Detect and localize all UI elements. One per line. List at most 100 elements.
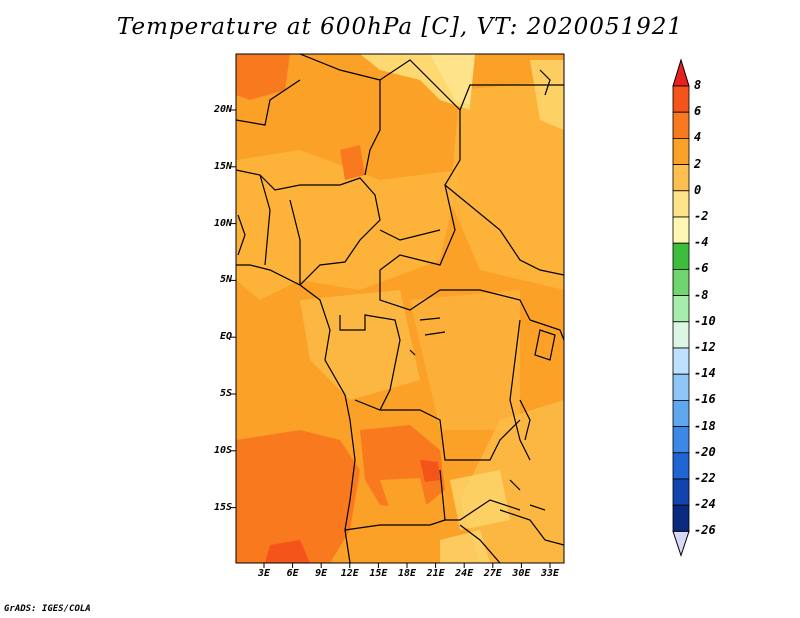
- lon-label: 12E: [340, 568, 359, 579]
- lake-mweru-bangweulu: [509, 479, 546, 511]
- colorbar-swatch: [672, 347, 690, 375]
- grads-credit: GrADS: IGES/COLA: [4, 604, 91, 614]
- colorbar-swatch: [672, 478, 690, 506]
- colorbar-label: -6: [694, 261, 709, 276]
- colorbar-bottom-arrow: [672, 530, 690, 557]
- colorbar-swatch: [672, 216, 690, 244]
- colorbar-swatch: [672, 504, 690, 532]
- field-area-cool-egypt: [530, 60, 564, 130]
- colorbar-swatch: [672, 452, 690, 480]
- field-area-warm-northwest: [236, 54, 290, 100]
- lon-label: 21E: [426, 568, 445, 579]
- colorbar-swatch: [672, 399, 690, 427]
- colorbar-top-arrow: [672, 58, 690, 87]
- temperature-field: [236, 54, 564, 563]
- lat-label: 5S: [219, 388, 232, 399]
- lon-label: 24E: [455, 568, 474, 579]
- field-area-west-africa: [236, 150, 460, 300]
- colorbar-swatch: [672, 164, 690, 192]
- field-area-warm-niger: [340, 145, 365, 180]
- togo-benin-border: [289, 199, 301, 285]
- field-area-hot-south-atlantic: [265, 540, 310, 563]
- west-central-coastline: [299, 284, 356, 563]
- sudan-north-border: [459, 84, 564, 111]
- lakes-congo: [409, 317, 446, 356]
- map-frame: [235, 53, 565, 564]
- colorbar-label: -12: [694, 340, 716, 354]
- lon-label: 3E: [257, 568, 271, 579]
- colorbar-swatch: [672, 426, 690, 454]
- field-area-hot-angola: [420, 460, 440, 482]
- colorbar-label: -14: [694, 366, 716, 381]
- burkina-ghana-border: [259, 174, 271, 266]
- colorbar-label: -4: [694, 235, 709, 250]
- colorbar-label: 4: [694, 130, 702, 145]
- lat-label: 15S: [213, 501, 232, 513]
- field-area-congo-basin: [410, 290, 520, 430]
- lat-label: EQ: [219, 331, 232, 343]
- lon-label: 27E: [483, 568, 502, 579]
- angola-zambia-border: [439, 469, 521, 521]
- gabon-congo-border: [339, 314, 401, 411]
- mali-mauritania-border: [236, 79, 301, 126]
- west-africa-coastline: [236, 169, 381, 286]
- colorbar-label: -16: [694, 392, 716, 407]
- colorbar-label: -22: [694, 471, 716, 485]
- lat-label: 20N: [213, 104, 232, 115]
- lake-victoria: [534, 329, 556, 361]
- colorbar-label: -8: [694, 287, 709, 302]
- lat-label: 10N: [213, 217, 232, 229]
- lon-label: 18E: [397, 568, 417, 579]
- lat-label: 10S: [213, 444, 232, 456]
- chart-title: Temperature at 600hPa [C], VT: 202005192…: [116, 14, 684, 40]
- lat-label: 5N: [219, 274, 232, 286]
- colorbar-swatch: [672, 137, 690, 165]
- colorbar-swatch: [672, 373, 690, 401]
- lon-label: 9E: [315, 568, 328, 579]
- drc-angola-border: [354, 399, 521, 461]
- country-borders: [236, 54, 564, 563]
- colorbar-swatch: [672, 321, 690, 349]
- colorbar: [672, 58, 690, 557]
- angola-namibia-border: [344, 519, 446, 531]
- lake-tanganyika: [519, 399, 531, 441]
- colorbar-label: -26: [694, 523, 716, 538]
- colorbar-label: -20: [694, 444, 716, 459]
- colorbar-label: 0: [694, 182, 702, 197]
- nile-segment: [539, 69, 551, 96]
- field-area-sudan: [450, 80, 564, 290]
- cameroon-car-border: [379, 229, 441, 241]
- sudan-south-border: [444, 184, 564, 276]
- lon-label: 15E: [369, 568, 388, 579]
- ivory-coast-border: [237, 214, 246, 256]
- field-area-warm-atlantic: [236, 430, 360, 563]
- colorbar-swatch: [672, 242, 690, 270]
- great-lakes-border: [509, 319, 531, 461]
- colorbar-label: -10: [694, 313, 716, 328]
- longitude-ticks: [263, 563, 551, 568]
- colorbar-label: -2: [694, 209, 709, 223]
- field-area-cool-zambia: [450, 470, 510, 530]
- zambia-malawi-border: [499, 509, 564, 546]
- lon-label: 6E: [286, 568, 299, 579]
- colorbar-label: 8: [694, 78, 702, 92]
- field-area-warm-angola: [360, 425, 445, 510]
- field-area-coolest-north: [430, 54, 475, 105]
- colorbar-swatch: [672, 268, 690, 296]
- colorbar-label: 6: [694, 104, 702, 119]
- colorbar-label: -18: [694, 418, 716, 433]
- colorbar-swatch: [672, 295, 690, 323]
- field-area-congo-west: [300, 290, 420, 400]
- colorbar-swatch: [672, 190, 690, 218]
- latitude-ticks: [231, 109, 236, 509]
- colorbar-label: 2: [694, 156, 702, 171]
- uganda-kenya-border: [529, 319, 564, 341]
- field-area-angola-interior: [380, 478, 430, 525]
- zambia-zimbabwe-border: [459, 524, 501, 563]
- lon-label: 30E: [512, 568, 531, 579]
- colorbar-swatch: [672, 85, 690, 113]
- colorbar-swatch: [672, 111, 690, 139]
- niger-border: [299, 54, 381, 176]
- lon-label: 33E: [540, 568, 560, 579]
